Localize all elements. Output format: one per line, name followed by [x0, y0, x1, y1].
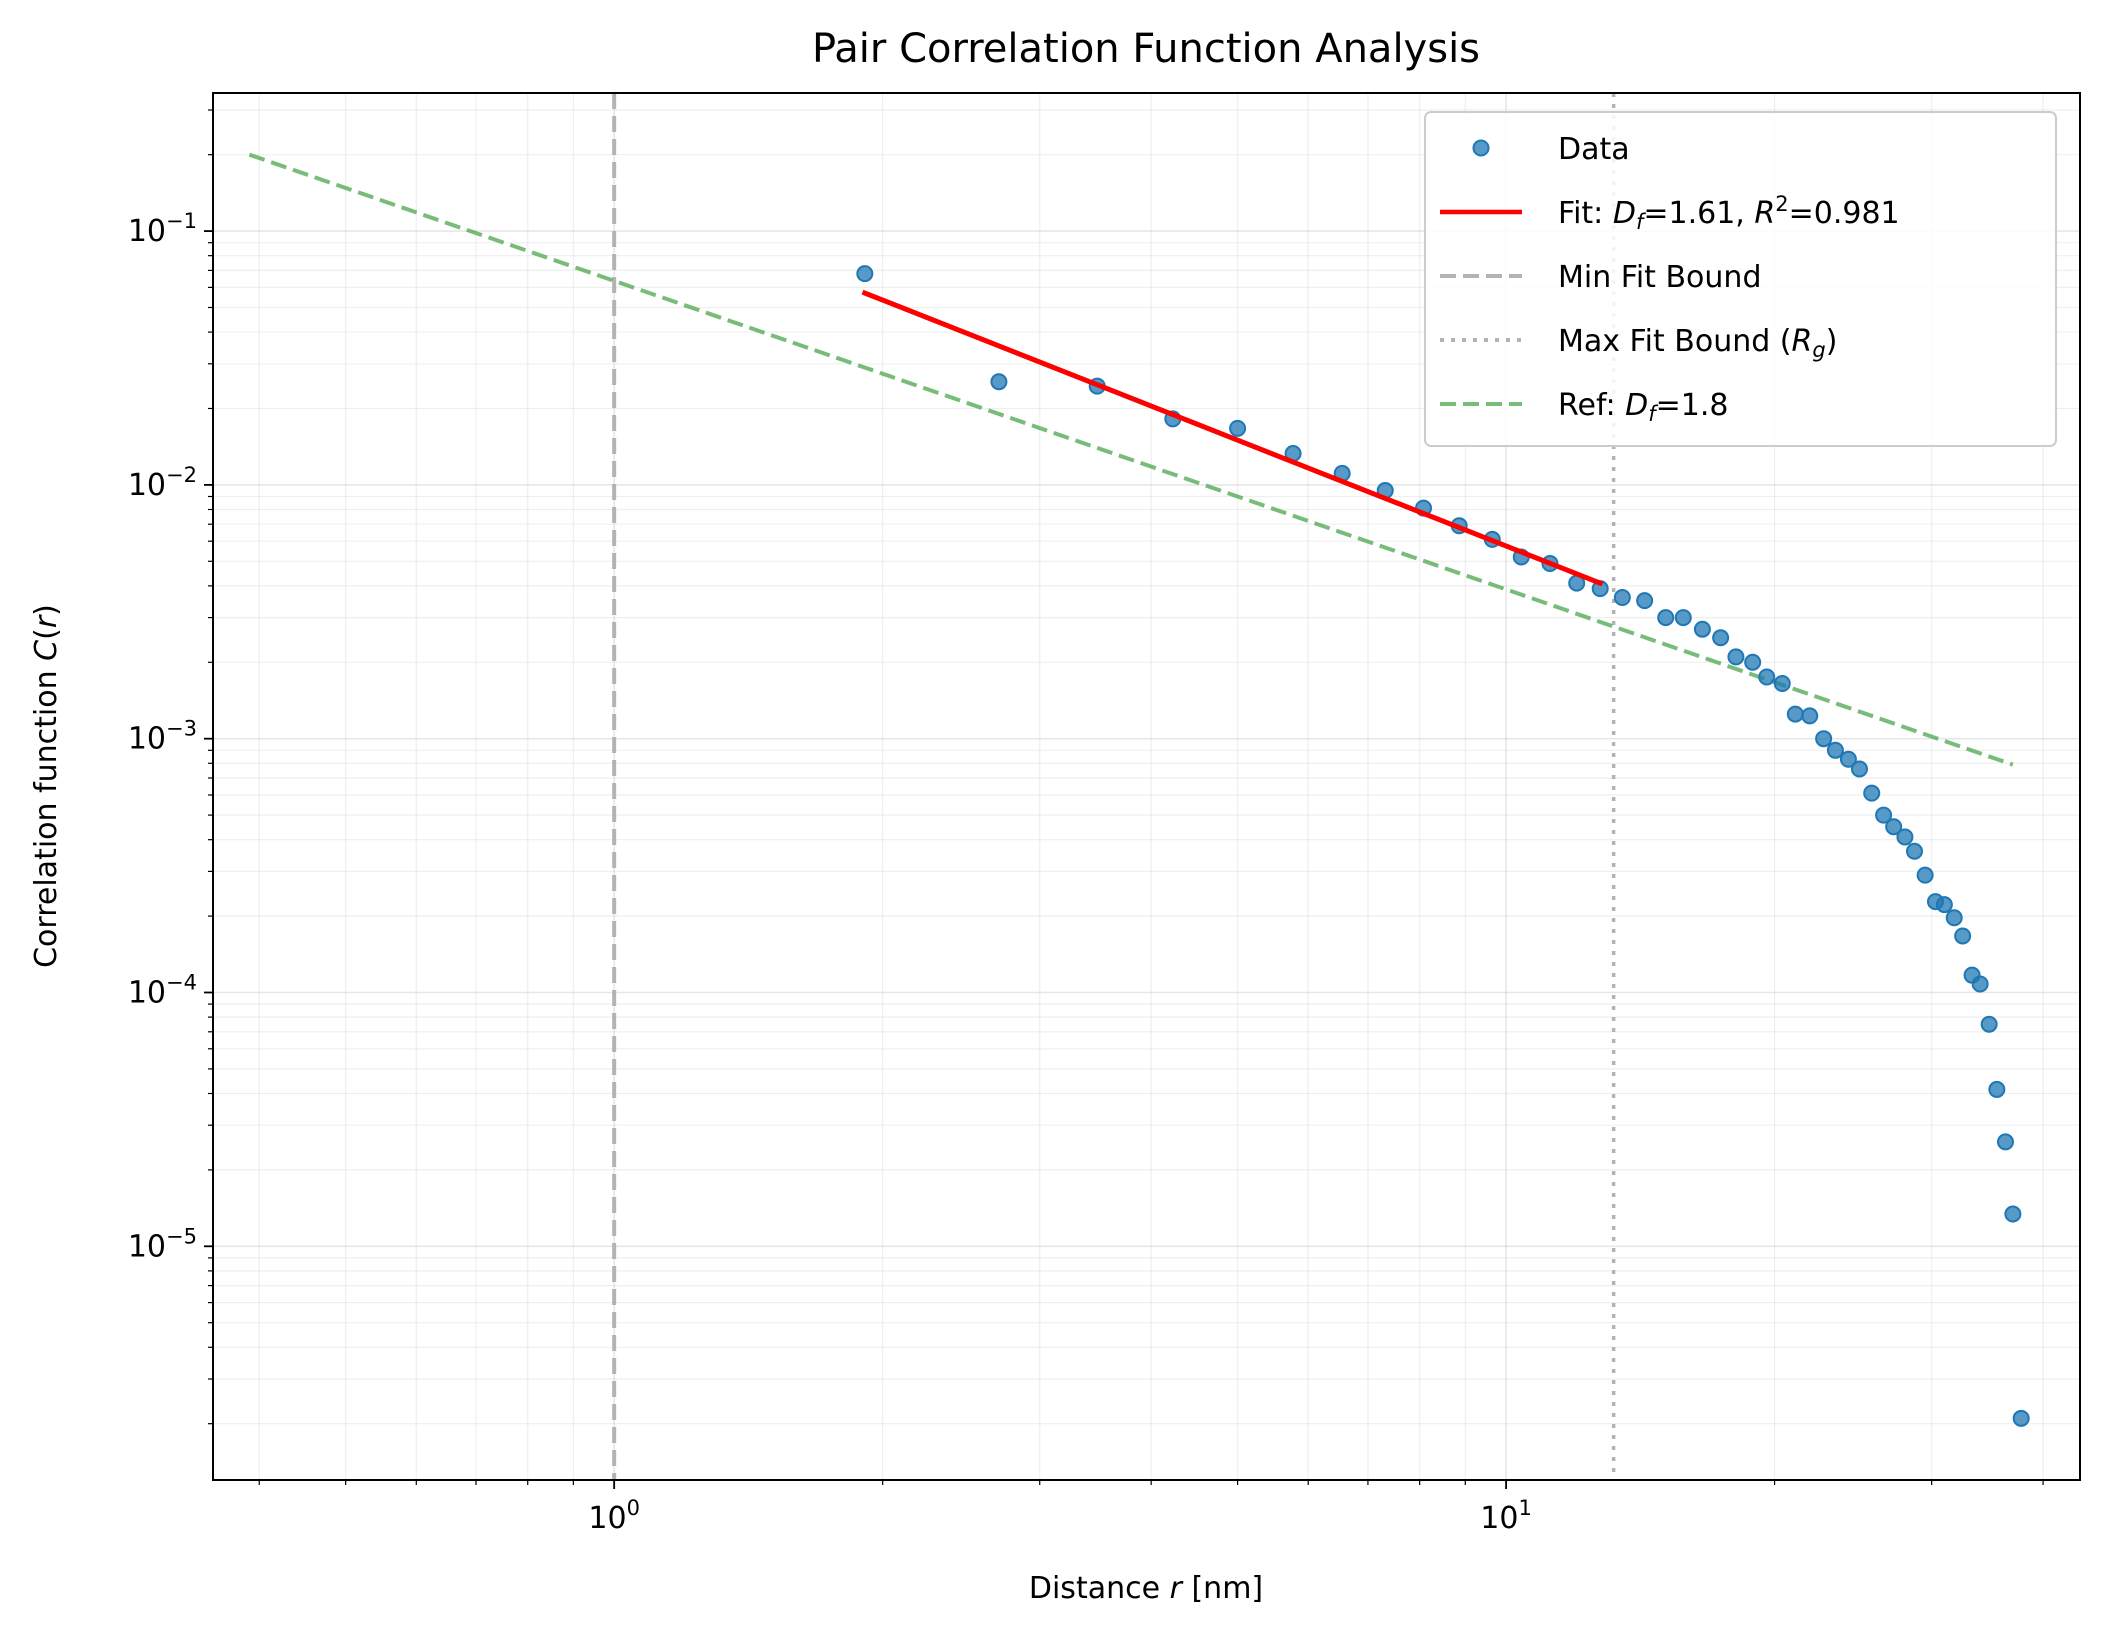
- y-tick-label: 10−5: [128, 1224, 197, 1264]
- legend: Data Fit: Df=1.61, R2=0.981 Min Fit Boun…: [1424, 111, 2057, 447]
- y-tick-label: 10−2: [128, 463, 197, 503]
- data-point: [1885, 818, 1903, 836]
- grid: [213, 93, 2080, 1480]
- data-point: [1905, 842, 1923, 860]
- data-point: [1712, 629, 1730, 647]
- data-point: [1744, 653, 1762, 671]
- data-point: [1935, 896, 1953, 914]
- chart-title: Pair Correlation Function Analysis: [812, 26, 1480, 72]
- legend-label-reference: Ref: Df=1.8: [1558, 388, 1728, 426]
- data-point: [1693, 620, 1711, 638]
- data-point: [1657, 609, 1675, 627]
- legend-marker-data: [1472, 139, 1490, 157]
- data-point: [1826, 741, 1844, 759]
- data-point: [1916, 866, 1934, 884]
- legend-label-min-bound: Min Fit Bound: [1558, 260, 1761, 295]
- reference-line: [248, 152, 2014, 767]
- fit-line: [861, 289, 1604, 587]
- plot-frame: [212, 92, 2081, 1481]
- data-point: [856, 265, 874, 283]
- y-tick-label: 10−1: [128, 209, 197, 249]
- data-point: [2012, 1409, 2030, 1427]
- data-point: [1801, 707, 1819, 725]
- x-axis-label: Distance r [nm]: [1029, 1571, 1263, 1606]
- data-point: [1613, 588, 1631, 606]
- data-point: [1674, 609, 1692, 627]
- data-point: [1996, 1133, 2014, 1151]
- x-tick-label: 100: [588, 1496, 640, 1536]
- legend-label-data: Data: [1558, 132, 1630, 167]
- legend-label-max-bound: Max Fit Bound (Rg): [1558, 324, 1837, 362]
- data-point: [1636, 592, 1654, 610]
- data-point: [1758, 668, 1776, 686]
- legend-box: [1424, 111, 2057, 447]
- axis-ticks: 100 101 10−1 10−2 10−3 10−4 10−5: [128, 109, 2044, 1536]
- data-point: [1980, 1015, 1998, 1033]
- x-tick-label: 101: [1480, 1496, 1532, 1536]
- data-point: [1945, 909, 1963, 927]
- y-axis-label: Correlation function C(r): [29, 604, 64, 968]
- data-point: [1229, 419, 1247, 437]
- data-point: [1815, 730, 1833, 748]
- data-point: [1727, 648, 1745, 666]
- data-point: [1971, 975, 1989, 993]
- data-point: [1954, 927, 1972, 945]
- data-point: [1786, 705, 1804, 723]
- data-point: [1863, 784, 1881, 802]
- data-point: [1988, 1080, 2006, 1098]
- data-point: [1896, 828, 1914, 846]
- data-point: [1839, 750, 1857, 768]
- data-point: [990, 373, 1008, 391]
- legend-label-fit: Fit: Df=1.61, R2=0.981: [1558, 192, 1900, 234]
- data-point: [2004, 1205, 2022, 1223]
- data-point: [1773, 674, 1791, 692]
- data-point: [1850, 760, 1868, 778]
- y-tick-label: 10−4: [128, 970, 197, 1010]
- y-tick-label: 10−3: [128, 717, 197, 757]
- data-point: [1875, 806, 1893, 824]
